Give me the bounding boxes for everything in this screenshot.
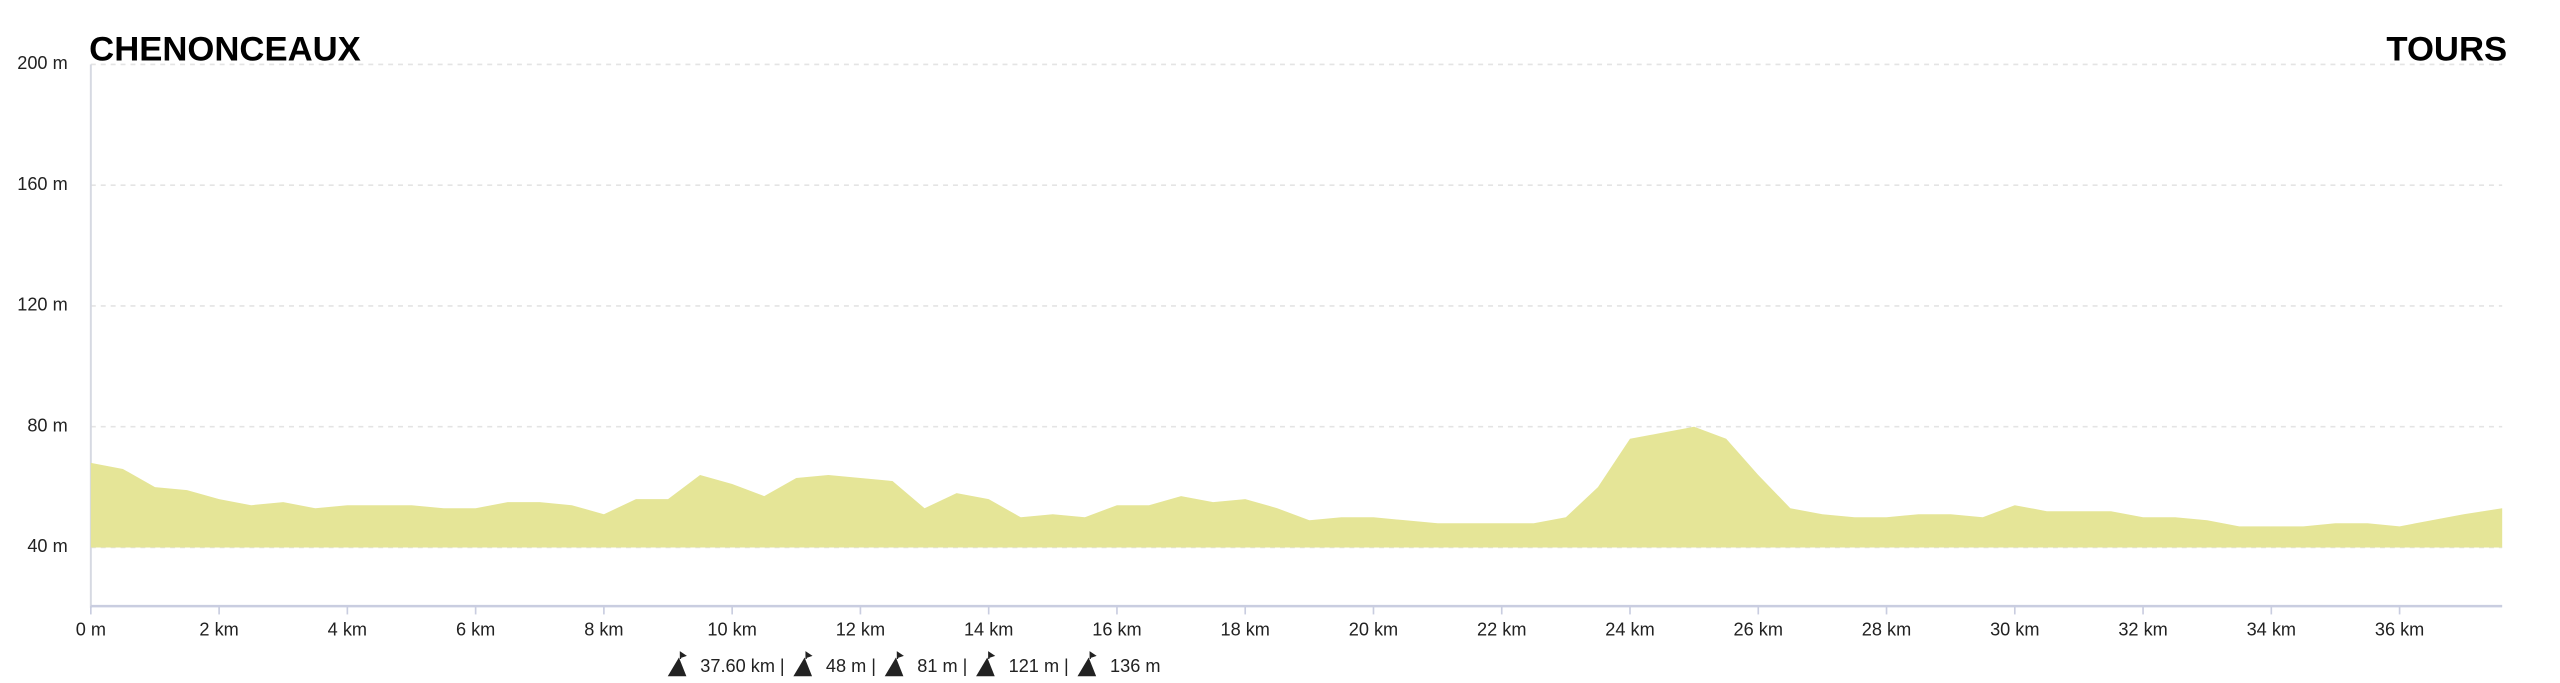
x-tick-label: 12 km (836, 620, 885, 640)
y-tick-label: 80 m (27, 415, 67, 435)
stat-value: 136 m (1110, 656, 1160, 676)
x-tick-label: 14 km (964, 620, 1013, 640)
x-tick-label: 8 km (584, 620, 623, 640)
x-tick-label: 22 km (1477, 620, 1526, 640)
y-tick-label: 40 m (27, 536, 67, 556)
stat-icon (667, 651, 687, 677)
stat-separator: | (780, 656, 785, 676)
stat-separator: | (871, 656, 876, 676)
stat-separator: | (1064, 656, 1069, 676)
x-tick-label: 30 km (1990, 620, 2039, 640)
stat-icon (1077, 651, 1097, 677)
stat-separator: | (963, 656, 968, 676)
x-tick-label: 28 km (1862, 620, 1911, 640)
stat-icon (976, 651, 996, 677)
y-tick-label: 160 m (17, 174, 67, 194)
elevation-area (90, 426, 2503, 548)
x-tick-label: 16 km (1092, 620, 1141, 640)
x-tick-label: 26 km (1734, 620, 1783, 640)
end-label: TOURS (2386, 30, 2507, 68)
x-tick-label: 6 km (456, 620, 495, 640)
stat-icon (884, 651, 904, 677)
x-tick-label: 0 m (76, 620, 106, 640)
stats: 37.60 km | 48 m | 81 m | 121 m | 136 m (667, 651, 1161, 677)
y-tick-label: 200 m (17, 53, 67, 73)
y-tick-label: 120 m (17, 295, 67, 315)
x-tick-label: 18 km (1220, 620, 1269, 640)
stat-value: 121 m (1009, 656, 1059, 676)
x-tick-label: 34 km (2247, 620, 2296, 640)
stat-value: 81 m (917, 656, 957, 676)
x-tick-label: 20 km (1349, 620, 1398, 640)
start-label: CHENONCEAUX (89, 30, 361, 68)
stat-value: 37.60 km (700, 656, 775, 676)
x-tick-label: 4 km (328, 620, 367, 640)
x-tick-label: 24 km (1605, 620, 1654, 640)
x-tick-label: 32 km (2118, 620, 2167, 640)
x-tick-label: 36 km (2375, 620, 2424, 640)
stat-value: 48 m (826, 656, 866, 676)
stat-icon (793, 651, 813, 677)
x-tick-label: 2 km (199, 620, 238, 640)
x-tick-label: 10 km (707, 620, 756, 640)
